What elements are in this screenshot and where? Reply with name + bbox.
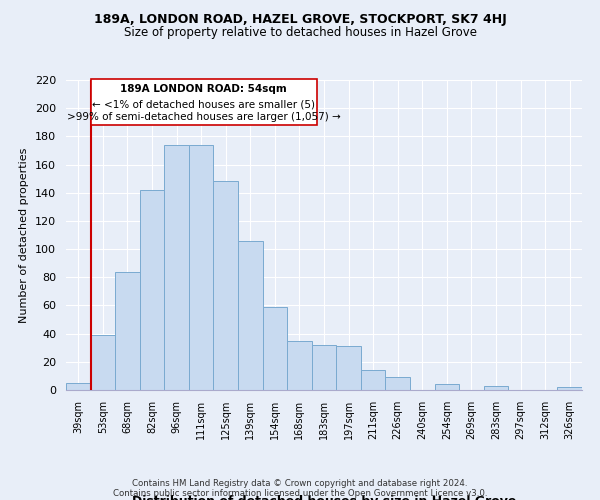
Text: ← <1% of detached houses are smaller (5): ← <1% of detached houses are smaller (5) bbox=[92, 100, 315, 110]
Bar bbox=[557, 387, 582, 390]
FancyBboxPatch shape bbox=[91, 78, 317, 125]
Bar bbox=[385, 378, 410, 390]
Bar bbox=[361, 370, 385, 390]
Bar bbox=[91, 335, 115, 390]
Text: Contains HM Land Registry data © Crown copyright and database right 2024.: Contains HM Land Registry data © Crown c… bbox=[132, 478, 468, 488]
Bar bbox=[140, 190, 164, 390]
Text: 189A, LONDON ROAD, HAZEL GROVE, STOCKPORT, SK7 4HJ: 189A, LONDON ROAD, HAZEL GROVE, STOCKPOR… bbox=[94, 12, 506, 26]
Bar bbox=[238, 240, 263, 390]
Bar bbox=[189, 145, 214, 390]
Bar bbox=[263, 307, 287, 390]
Text: >99% of semi-detached houses are larger (1,057) →: >99% of semi-detached houses are larger … bbox=[67, 112, 340, 122]
Bar bbox=[336, 346, 361, 390]
X-axis label: Distribution of detached houses by size in Hazel Grove: Distribution of detached houses by size … bbox=[132, 494, 516, 500]
Bar bbox=[484, 386, 508, 390]
Text: Contains public sector information licensed under the Open Government Licence v3: Contains public sector information licen… bbox=[113, 488, 487, 498]
Bar bbox=[164, 145, 189, 390]
Bar bbox=[312, 345, 336, 390]
Bar bbox=[434, 384, 459, 390]
Bar bbox=[214, 182, 238, 390]
Text: Size of property relative to detached houses in Hazel Grove: Size of property relative to detached ho… bbox=[124, 26, 476, 39]
Bar bbox=[66, 383, 91, 390]
Y-axis label: Number of detached properties: Number of detached properties bbox=[19, 148, 29, 322]
Bar bbox=[287, 340, 312, 390]
Bar bbox=[115, 272, 140, 390]
Text: 189A LONDON ROAD: 54sqm: 189A LONDON ROAD: 54sqm bbox=[120, 84, 287, 94]
